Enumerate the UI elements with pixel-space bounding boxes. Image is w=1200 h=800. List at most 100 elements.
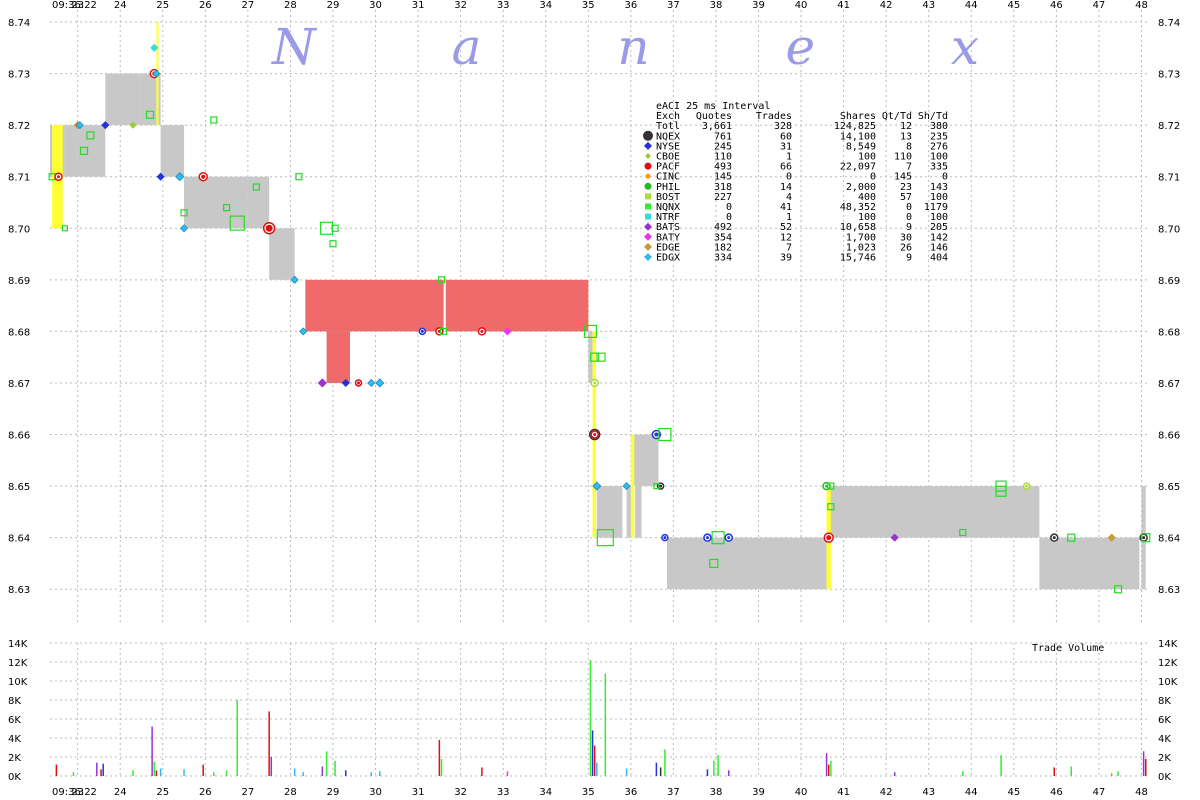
legend-cell: 3,661 [702, 121, 732, 132]
trade-marker-edgx [592, 481, 602, 491]
volume-bar [825, 753, 828, 776]
x-tick-label-bottom: 33 [497, 787, 510, 798]
legend-cell: 235 [930, 131, 948, 142]
legend-column-header: Trades [756, 111, 792, 122]
trade-marker-ntrf [150, 43, 159, 52]
trade-marker-nyse [156, 172, 165, 181]
legend-cell: 380 [930, 121, 948, 132]
x-tick-label-bottom: 43 [922, 787, 935, 798]
spread-bar [626, 486, 631, 538]
volume-bar [596, 762, 598, 776]
trade-marker-bost [995, 485, 1007, 497]
legend-cell: 66 [780, 162, 792, 173]
volume-bar [717, 755, 719, 776]
x-tick-label-top: 47 [1093, 0, 1106, 11]
legend-cell: 400 [858, 192, 876, 203]
trade-marker-bats [890, 533, 899, 542]
price-tick-label-right: 8.70 [1158, 224, 1180, 235]
trade-marker-edge [1107, 533, 1116, 542]
price-tick-label-right: 8.63 [1158, 585, 1180, 596]
volume-bar [962, 771, 964, 776]
price-tick-label-left: 8.67 [8, 379, 30, 390]
legend-symbol [645, 153, 651, 159]
spread-bar [305, 279, 444, 332]
spread-bar [632, 434, 659, 487]
legend-cell: 12 [900, 121, 912, 132]
price-tick-label-left: 8.64 [8, 534, 30, 545]
trade-marker-core [265, 224, 273, 232]
volume-bar [625, 768, 628, 776]
volume-tick-label-left: 6K [8, 715, 21, 726]
trade-marker-edgx [175, 172, 185, 182]
volume-bar [100, 769, 102, 776]
trade-marker-bost [653, 482, 660, 490]
price-tick-label-left: 8.70 [8, 224, 30, 235]
trade-marker-bost [79, 146, 89, 156]
trade-marker-bost [331, 224, 339, 232]
volume-tick-label-left: 2K [8, 753, 21, 764]
legend-symbol [644, 242, 652, 251]
x-tick-label-bottom: 32 [454, 787, 467, 798]
legend-cell: 404 [930, 253, 948, 264]
price-tick-label-left: 8.71 [8, 173, 30, 184]
trade-volume-title: Trade Volume [1032, 643, 1104, 654]
x-tick-label-top: 29 [327, 0, 340, 11]
legend-cell: 761 [714, 131, 732, 142]
x-tick-label-top: 35 [582, 0, 595, 11]
volume-bar [830, 760, 832, 776]
x-tick-label-top: 23 [71, 0, 84, 11]
legend-cell: 100 [930, 152, 948, 163]
legend-cell: 13 [900, 131, 912, 142]
spread-bar [828, 486, 1040, 538]
trade-marker-bost [437, 276, 446, 284]
price-tick-label-left: 8.66 [8, 431, 30, 442]
price-tick-label-right: 8.67 [1158, 379, 1180, 390]
volume-tick-label-right: 0K [1158, 772, 1171, 783]
x-tick-label-top: 36 [624, 0, 637, 11]
legend-cell: 334 [714, 253, 732, 264]
legend-cell: NQNX [656, 202, 680, 213]
legend-cell: 26 [900, 242, 912, 253]
legend-cell: EDGE [656, 242, 680, 253]
legend-cell: 22,097 [840, 162, 876, 173]
legend-symbol [644, 222, 652, 231]
legend-cell: 124,825 [834, 121, 876, 132]
spread-bar [184, 176, 248, 229]
trade-marker-edgx [179, 224, 189, 233]
volume-bar [604, 673, 607, 776]
legend-cell: 52 [780, 222, 792, 233]
legend-cell: 145 [714, 172, 732, 183]
x-tick-label-bottom: 41 [837, 787, 850, 798]
x-tick-label-bottom: 42 [880, 787, 893, 798]
volume-bar [1070, 766, 1073, 776]
volume-bar [159, 768, 162, 776]
legend-cell: CINC [656, 172, 680, 183]
trade-marker-cboe [129, 121, 137, 129]
price-tick-label-left: 8.74 [8, 18, 30, 29]
volume-tick-label-right: 12K [1158, 658, 1178, 669]
legend-title: eACI 25 ms Interval [656, 101, 770, 112]
legend-symbol [644, 232, 652, 241]
legend-cell: 9 [906, 222, 912, 233]
legend-column-header: Exch [656, 111, 680, 122]
trade-marker-core [201, 174, 206, 179]
volume-tick-label-right: 2K [1158, 753, 1171, 764]
spread-bar [77, 125, 106, 177]
legend-symbol [645, 173, 651, 179]
legend-column-header: Quotes [696, 111, 732, 122]
spread-bar [326, 331, 350, 383]
trade-marker-bost [440, 327, 448, 335]
trade-marker-bost [295, 173, 303, 181]
legend-cell: 7 [906, 162, 912, 173]
trade-marker-core [357, 381, 361, 385]
crossed-quote-bar [630, 434, 635, 538]
spread-bar [635, 486, 642, 538]
spread-bar [105, 73, 140, 126]
price-tick-label-right: 8.74 [1158, 18, 1180, 29]
volume-bar [506, 771, 509, 776]
volume-bar [268, 711, 270, 776]
trade-marker-core [593, 381, 597, 385]
volume-bar [1000, 755, 1002, 776]
spread-bar [139, 73, 161, 126]
